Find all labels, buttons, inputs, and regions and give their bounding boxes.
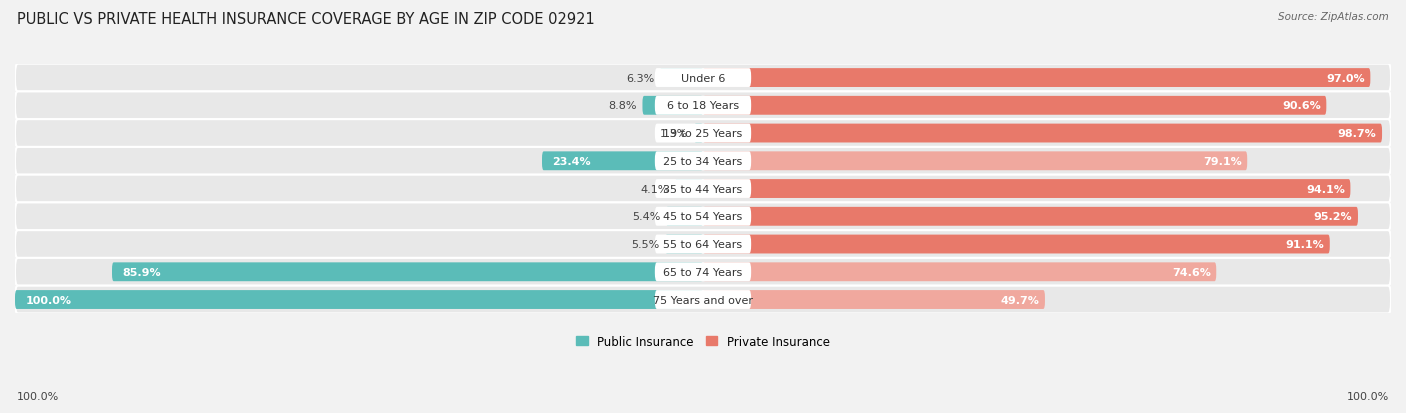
FancyBboxPatch shape [655, 235, 751, 254]
Text: 100.0%: 100.0% [25, 295, 72, 305]
FancyBboxPatch shape [666, 207, 703, 226]
FancyBboxPatch shape [655, 290, 751, 309]
FancyBboxPatch shape [655, 263, 751, 282]
Text: 6.3%: 6.3% [626, 74, 654, 83]
FancyBboxPatch shape [665, 235, 703, 254]
FancyBboxPatch shape [655, 69, 751, 88]
Text: 97.0%: 97.0% [1326, 74, 1365, 83]
FancyBboxPatch shape [15, 120, 1391, 147]
FancyBboxPatch shape [15, 258, 1391, 286]
FancyBboxPatch shape [703, 152, 1247, 171]
FancyBboxPatch shape [703, 97, 1326, 116]
Text: 65 to 74 Years: 65 to 74 Years [664, 267, 742, 277]
Text: 75 Years and over: 75 Years and over [652, 295, 754, 305]
Text: Under 6: Under 6 [681, 74, 725, 83]
FancyBboxPatch shape [15, 92, 1391, 120]
Text: 95.2%: 95.2% [1313, 212, 1353, 222]
FancyBboxPatch shape [675, 180, 703, 199]
FancyBboxPatch shape [703, 207, 1358, 226]
Text: 5.4%: 5.4% [631, 212, 661, 222]
Text: 35 to 44 Years: 35 to 44 Years [664, 184, 742, 194]
FancyBboxPatch shape [655, 207, 751, 226]
FancyBboxPatch shape [541, 152, 703, 171]
FancyBboxPatch shape [15, 64, 1391, 92]
Text: 8.8%: 8.8% [609, 101, 637, 111]
FancyBboxPatch shape [15, 286, 1391, 313]
FancyBboxPatch shape [15, 203, 1391, 230]
FancyBboxPatch shape [15, 147, 1391, 175]
Text: 98.7%: 98.7% [1337, 129, 1376, 139]
FancyBboxPatch shape [703, 290, 1045, 309]
Text: 74.6%: 74.6% [1171, 267, 1211, 277]
Text: 5.5%: 5.5% [631, 240, 659, 249]
FancyBboxPatch shape [655, 97, 751, 116]
Text: 45 to 54 Years: 45 to 54 Years [664, 212, 742, 222]
FancyBboxPatch shape [643, 97, 703, 116]
Text: 55 to 64 Years: 55 to 64 Years [664, 240, 742, 249]
Text: 100.0%: 100.0% [1347, 391, 1389, 401]
FancyBboxPatch shape [15, 175, 1391, 203]
Text: 94.1%: 94.1% [1306, 184, 1346, 194]
FancyBboxPatch shape [695, 124, 703, 143]
Legend: Public Insurance, Private Insurance: Public Insurance, Private Insurance [571, 330, 835, 353]
Text: 23.4%: 23.4% [553, 157, 591, 166]
FancyBboxPatch shape [703, 235, 1330, 254]
FancyBboxPatch shape [659, 69, 703, 88]
Text: 91.1%: 91.1% [1285, 240, 1324, 249]
Text: 1.3%: 1.3% [661, 129, 689, 139]
FancyBboxPatch shape [703, 69, 1371, 88]
Text: 19 to 25 Years: 19 to 25 Years [664, 129, 742, 139]
FancyBboxPatch shape [703, 263, 1216, 282]
FancyBboxPatch shape [15, 230, 1391, 258]
Text: PUBLIC VS PRIVATE HEALTH INSURANCE COVERAGE BY AGE IN ZIP CODE 02921: PUBLIC VS PRIVATE HEALTH INSURANCE COVER… [17, 12, 595, 27]
Text: 100.0%: 100.0% [17, 391, 59, 401]
Text: 90.6%: 90.6% [1282, 101, 1320, 111]
Text: Source: ZipAtlas.com: Source: ZipAtlas.com [1278, 12, 1389, 22]
FancyBboxPatch shape [655, 152, 751, 171]
Text: 25 to 34 Years: 25 to 34 Years [664, 157, 742, 166]
Text: 49.7%: 49.7% [1001, 295, 1039, 305]
Text: 4.1%: 4.1% [641, 184, 669, 194]
FancyBboxPatch shape [703, 180, 1350, 199]
Text: 6 to 18 Years: 6 to 18 Years [666, 101, 740, 111]
FancyBboxPatch shape [112, 263, 703, 282]
FancyBboxPatch shape [703, 124, 1382, 143]
FancyBboxPatch shape [655, 180, 751, 199]
Text: 79.1%: 79.1% [1204, 157, 1241, 166]
FancyBboxPatch shape [655, 124, 751, 143]
Text: 85.9%: 85.9% [122, 267, 160, 277]
FancyBboxPatch shape [15, 290, 703, 309]
